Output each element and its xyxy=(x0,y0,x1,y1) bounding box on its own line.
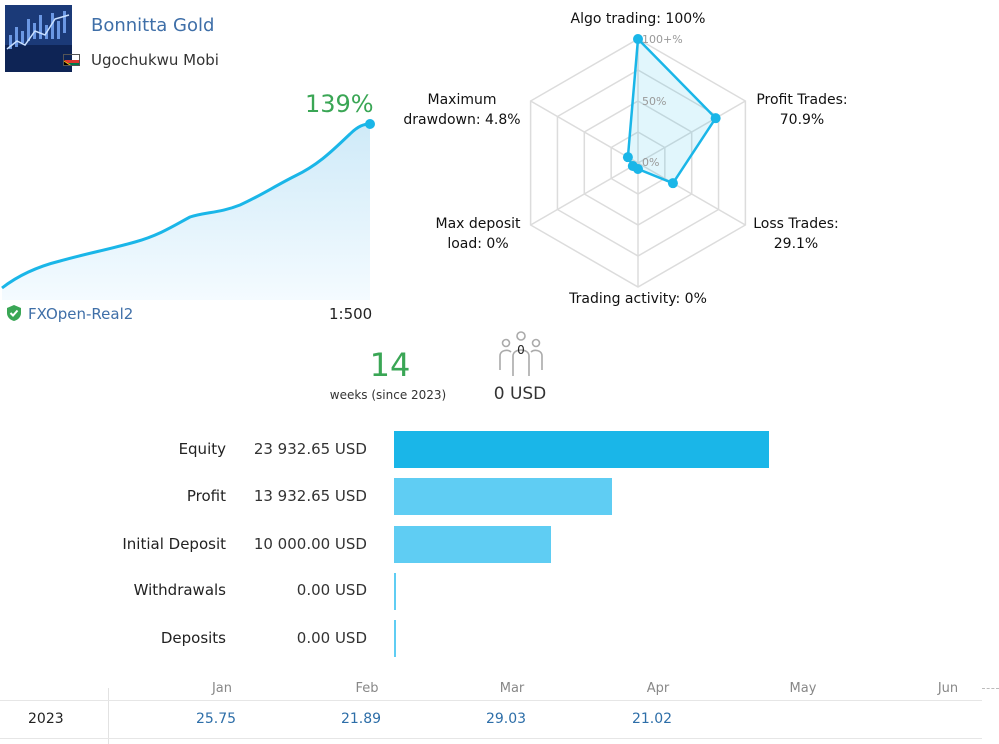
balance-bar-withdrawals[interactable] xyxy=(394,573,396,610)
month-header-may: May xyxy=(789,681,817,696)
balance-bar-equity[interactable] xyxy=(394,431,769,468)
subscribers-funds: 0 USD xyxy=(493,384,547,404)
growth-endpoint xyxy=(365,119,375,129)
radar-point-max-deposit-load xyxy=(627,161,638,171)
growth-line xyxy=(1,122,371,290)
balance-label-equity: Equity xyxy=(178,440,226,458)
radar-label-deposit-line1: Max deposit xyxy=(435,216,521,232)
balance-label-initial-deposit: Initial Deposit xyxy=(122,535,226,553)
radar-axis-profit-trades xyxy=(637,100,746,164)
radar-point-algo-trading xyxy=(633,34,643,44)
ring-label-0: 0% xyxy=(642,156,659,169)
weeks-label: weeks (since 2023) xyxy=(329,388,447,402)
radar-chart: 100+% 50% 0% xyxy=(529,33,747,288)
balance-label-withdrawals: Withdrawals xyxy=(133,581,226,599)
growth-area xyxy=(2,124,370,300)
ring-label-100: 100+% xyxy=(642,33,683,46)
balance-label-profit: Profit xyxy=(186,487,226,505)
balance-label-deposits: Deposits xyxy=(160,629,226,647)
country-flag-icon xyxy=(63,54,80,66)
month-header-jun: Jun xyxy=(937,681,959,696)
radar-label-loss-line2: 29.1% xyxy=(773,236,819,252)
radar-label-max-drawdown: Maximum drawdown: 4.8% xyxy=(394,90,530,130)
month-header-mar: Mar xyxy=(499,681,525,696)
subscribers-count: 0 xyxy=(517,343,525,357)
radar-label-drawdown-line2: drawdown: 4.8% xyxy=(403,112,521,128)
radar-label-profit-line2: 70.9% xyxy=(779,112,825,128)
month-value-mar[interactable]: 29.03 xyxy=(485,711,527,727)
growth-value: 139% xyxy=(305,90,374,118)
ring-label-50: 50% xyxy=(642,95,666,108)
radar-label-loss-trades: Loss Trades: 29.1% xyxy=(744,214,848,254)
year-label: 2023 xyxy=(28,711,64,727)
radar-label-loss-line1: Loss Trades: xyxy=(753,216,839,232)
month-header-feb: Feb xyxy=(355,681,379,696)
balance-value-deposits: 0.00 USD xyxy=(296,629,367,647)
radar-label-profit-trades: Profit Trades: 70.9% xyxy=(744,90,860,130)
signal-name[interactable]: Bonnitta Gold xyxy=(91,15,215,36)
radar-label-algo-trading: Algo trading: 100% xyxy=(570,11,706,27)
table-dash-divider xyxy=(982,688,999,690)
balance-bar-deposits[interactable] xyxy=(394,620,396,657)
radar-label-max-deposit-load: Max deposit load: 0% xyxy=(426,214,530,254)
radar-point-profit-trades xyxy=(710,113,721,124)
leverage: 1:500 xyxy=(329,305,373,323)
subscribers-icon xyxy=(494,330,548,382)
radar-label-trading-activity: Trading activity: 0% xyxy=(569,291,707,307)
radar-axis-loss-trades xyxy=(637,162,746,226)
balance-bar-initial-deposit[interactable] xyxy=(394,526,551,563)
weeks-count: 14 xyxy=(369,346,411,384)
table-divider-top xyxy=(0,700,982,701)
balance-value-withdrawals: 0.00 USD xyxy=(296,581,367,599)
broker-server[interactable]: FXOpen-Real2 xyxy=(28,305,134,323)
radar-point-loss-trades xyxy=(667,178,678,189)
balance-value-initial-deposit: 10 000.00 USD xyxy=(253,535,367,553)
table-divider-bottom xyxy=(0,738,982,739)
month-header-jan: Jan xyxy=(211,681,233,696)
month-value-apr[interactable]: 21.02 xyxy=(631,711,673,727)
signal-avatar[interactable] xyxy=(5,5,72,72)
growth-chart xyxy=(1,119,375,300)
radar-label-profit-line1: Profit Trades: xyxy=(756,92,848,108)
month-header-apr: Apr xyxy=(646,681,670,696)
month-value-feb[interactable]: 21.89 xyxy=(340,711,382,727)
balance-bar-profit[interactable] xyxy=(394,478,612,515)
author-name[interactable]: Ugochukwu Mobi xyxy=(91,51,219,69)
balance-value-equity: 23 932.65 USD xyxy=(253,440,367,458)
radar-label-drawdown-line1: Maximum xyxy=(427,92,497,108)
table-vertical-divider xyxy=(108,688,109,744)
radar-axis-max-drawdown xyxy=(530,100,639,164)
radar-axis-max-deposit-load xyxy=(530,162,639,226)
radar-label-deposit-line2: load: 0% xyxy=(447,236,509,252)
balance-value-profit: 13 932.65 USD xyxy=(253,487,367,505)
radar-point-max-drawdown xyxy=(622,152,633,163)
verified-shield-icon xyxy=(5,304,23,326)
month-value-jan[interactable]: 25.75 xyxy=(195,711,237,727)
